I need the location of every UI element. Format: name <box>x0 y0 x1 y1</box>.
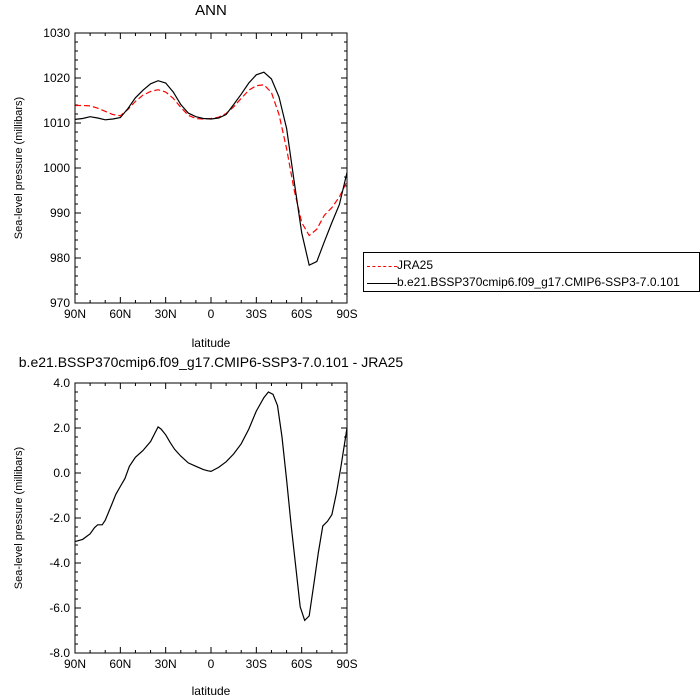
y-tick-label: 1020 <box>43 71 70 85</box>
y-tick-label: 1010 <box>43 116 70 130</box>
y-tick-label: -4.0 <box>49 556 70 570</box>
bottom-plot-y-ticks: 4.0 2.0 0.0 -2.0 -4.0 -6.0 -8.0 <box>49 376 347 660</box>
top-plot-frame <box>74 32 348 304</box>
bottom-plot-x-axis-label: latitude <box>192 684 231 698</box>
y-tick-label: 1030 <box>43 26 70 40</box>
x-tick-label: 30S <box>246 307 267 321</box>
legend-label-model: b.e21.BSSP370cmip6.f09_g17.CMIP6-SSP3-7.… <box>397 275 680 289</box>
legend-label-jra25: JRA25 <box>397 258 434 272</box>
series-line-0 <box>75 84 348 237</box>
bottom-plot-x-ticks: 90N 60N 30N 0 30S 60S 90S <box>64 383 358 671</box>
bottom-plot-frame <box>74 382 348 654</box>
series-line-1 <box>74 71 348 267</box>
top-plot: ANN Sea-level pressure (millibars) latit… <box>13 2 358 350</box>
difference-series-line <box>74 391 348 622</box>
x-tick-label: 60S <box>291 307 312 321</box>
x-tick-label: 0 <box>208 307 215 321</box>
x-tick-label: 90S <box>336 657 357 671</box>
x-tick-label: 30S <box>246 657 267 671</box>
top-plot-y-ticks: 970 980 990 1000 1010 1020 1030 <box>43 26 347 310</box>
bottom-plot-series <box>74 391 348 622</box>
x-tick-label: 30N <box>155 307 177 321</box>
x-tick-label: 30N <box>155 657 177 671</box>
bottom-plot-y-axis-label: Sea-level pressure (millibars) <box>13 447 25 589</box>
legend-swatch-solid-black <box>367 283 397 284</box>
y-tick-label: 0.0 <box>53 466 70 480</box>
y-tick-label: 4.0 <box>53 376 70 390</box>
top-plot-y-axis-label: Sea-level pressure (millibars) <box>13 97 25 239</box>
x-tick-label: 60N <box>109 307 131 321</box>
top-plot-x-ticks: 90N 60N 30N 0 30S 60S 90S <box>64 33 358 321</box>
legend-item-model: b.e21.BSSP370cmip6.f09_g17.CMIP6-SSP3-7.… <box>364 274 699 292</box>
bottom-plot: b.e21.BSSP370cmip6.f09_g17.CMIP6-SSP3-7.… <box>13 354 403 698</box>
x-tick-label: 90N <box>64 307 86 321</box>
top-plot-x-axis-label: latitude <box>192 336 231 350</box>
x-tick-label: 0 <box>208 657 215 671</box>
y-tick-label: -8.0 <box>49 646 70 660</box>
y-tick-label: 2.0 <box>53 421 70 435</box>
y-tick-label: -2.0 <box>49 511 70 525</box>
x-tick-label: 90S <box>336 307 357 321</box>
bottom-plot-title: b.e21.BSSP370cmip6.f09_g17.CMIP6-SSP3-7.… <box>19 354 404 370</box>
top-plot-legend: JRA25 b.e21.BSSP370cmip6.f09_g17.CMIP6-S… <box>363 252 700 292</box>
legend-item-jra25: JRA25 <box>364 257 699 275</box>
top-plot-series <box>74 71 348 267</box>
x-tick-label: 90N <box>64 657 86 671</box>
y-tick-label: -6.0 <box>49 601 70 615</box>
y-tick-label: 980 <box>50 251 70 265</box>
top-plot-title: ANN <box>195 2 227 19</box>
y-tick-label: 990 <box>50 206 70 220</box>
x-tick-label: 60N <box>109 657 131 671</box>
y-tick-label: 1000 <box>43 161 70 175</box>
x-tick-label: 60S <box>291 657 312 671</box>
legend-swatch-dashed-red <box>367 266 397 267</box>
y-tick-label: 970 <box>50 296 70 310</box>
